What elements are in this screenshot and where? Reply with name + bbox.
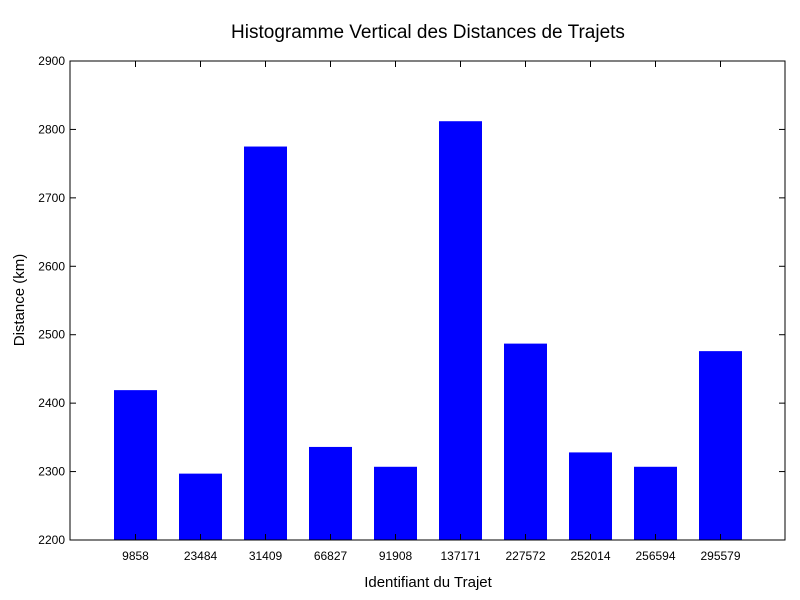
plot-frame bbox=[69, 60, 786, 541]
bars-group bbox=[114, 121, 742, 541]
y-tick-label-2500: 2500 bbox=[38, 328, 65, 342]
y-tick-label-2300: 2300 bbox=[38, 465, 65, 479]
y-tick-label-2200: 2200 bbox=[38, 533, 65, 547]
x-tick-label-31409: 31409 bbox=[249, 549, 283, 563]
chart-title: Histogramme Vertical des Distances de Tr… bbox=[231, 22, 625, 43]
x-tick-label-137171: 137171 bbox=[440, 549, 480, 563]
x-tick-label-252014: 252014 bbox=[570, 549, 610, 563]
bar-31409 bbox=[244, 146, 287, 541]
y-axis-label: Distance (km) bbox=[11, 254, 28, 347]
bar-66827 bbox=[309, 446, 352, 540]
y-axis: 2200 2300 2400 2500 2600 2700 2800 2900 bbox=[38, 54, 785, 547]
y-tick-label-2600: 2600 bbox=[38, 259, 65, 273]
bar-252014 bbox=[569, 452, 612, 540]
bar-295579 bbox=[699, 351, 742, 540]
x-tick-label-66827: 66827 bbox=[314, 549, 348, 563]
x-tick-label-295579: 295579 bbox=[700, 549, 740, 563]
bar-137171 bbox=[439, 121, 482, 541]
x-tick-label-256594: 256594 bbox=[635, 549, 675, 563]
y-tick-label-2700: 2700 bbox=[38, 191, 65, 205]
bar-256594 bbox=[634, 466, 677, 540]
bar-91908 bbox=[374, 466, 417, 540]
bar-227572 bbox=[504, 343, 547, 540]
y-tick-label-2800: 2800 bbox=[38, 122, 65, 136]
x-tick-label-9858: 9858 bbox=[122, 549, 149, 563]
bar-23484 bbox=[179, 473, 222, 540]
x-tick-label-23484: 23484 bbox=[184, 549, 218, 563]
x-axis: 9858 23484 31409 66827 91908 137171 227572 2520… bbox=[122, 61, 741, 563]
y-tick-label-2900: 2900 bbox=[38, 54, 65, 68]
bar-9858 bbox=[114, 390, 157, 540]
x-tick-label-227572: 227572 bbox=[505, 549, 545, 563]
x-axis-label: Identifiant du Trajet bbox=[364, 574, 492, 591]
x-tick-label-91908: 91908 bbox=[379, 549, 413, 563]
y-tick-label-2400: 2400 bbox=[38, 396, 65, 410]
